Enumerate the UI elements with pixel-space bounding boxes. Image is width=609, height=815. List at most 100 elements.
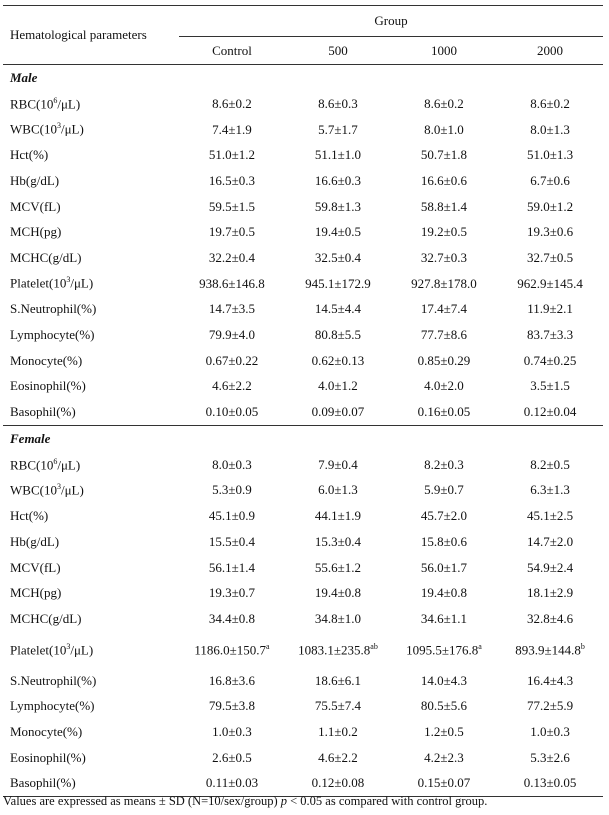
value: 15.5±0.4	[208, 533, 256, 549]
parameter: Hb(g/dL)	[10, 533, 60, 549]
value: 6.0±1.3	[318, 482, 358, 498]
value: 8.0±1.3	[530, 121, 570, 137]
parameter-part: Platelet(10	[10, 641, 67, 657]
value: 4.6±2.2	[212, 378, 252, 394]
value: 0.13±0.05	[497, 770, 604, 798]
value: 34.8±1.0	[314, 610, 362, 626]
value-part: a	[478, 641, 482, 651]
value: 56.0±1.7	[420, 559, 468, 575]
value: 19.2±0.5	[420, 224, 468, 240]
data-row: Basophil(%) 0.11±0.03 0.12±0.08 0.15±0.07 0.…	[3, 770, 604, 798]
parameter: Basophil(%)	[3, 770, 179, 798]
value-part: 1095.5±176.8	[406, 641, 479, 657]
value: 0.11±0.03	[179, 770, 285, 798]
value: 77.2±5.9	[526, 698, 574, 714]
data-row: MCH(pg) 19.3±0.7 19.4±0.8 19.4±0.8 18.1±2.9	[3, 580, 603, 606]
parameter: S.Neutrophil(%)	[10, 301, 97, 317]
data-row: MCV(fL) 56.1±1.4 55.6±1.2 56.0±1.7 54.9±2.4	[3, 555, 603, 581]
parameter-part: /μL)	[57, 456, 81, 472]
value: 4.2±2.3	[424, 749, 464, 765]
value: 927.8±178.0	[411, 275, 477, 291]
value: 1186.0±150.7a	[179, 632, 285, 668]
value-part: ab	[370, 641, 378, 651]
parameter-part: 3	[66, 275, 71, 285]
data-table: Hematological parameters Group Control 500 1…	[3, 5, 604, 798]
data-row: MCHC(g/dL) 32.2±0.4 32.5±0.4 32.7±0.3 32.7±0…	[3, 245, 603, 271]
value: 19.3±0.6	[526, 224, 574, 240]
value: 17.4±7.4	[420, 301, 468, 317]
value: 15.3±0.4	[314, 533, 362, 549]
parameter: MCHC(g/dL)	[10, 249, 82, 265]
value: 8.6±0.2	[212, 95, 252, 111]
section-label: Male	[10, 70, 38, 85]
value: 16.6±0.3	[314, 172, 362, 188]
parameter-part: /μL)	[60, 482, 84, 498]
value: 34.6±1.1	[420, 610, 468, 626]
column-header: 1000	[391, 36, 497, 65]
parameter: Hct(%)	[10, 147, 49, 163]
parameter: Basophil(%)	[3, 399, 179, 426]
value: 45.1±0.9	[208, 508, 256, 524]
data-row: MCHC(g/dL) 34.4±0.8 34.8±1.0 34.6±1.1 32.8±4…	[3, 606, 603, 632]
section-label: Female	[10, 430, 51, 446]
value: 1095.5±176.8a	[391, 632, 497, 668]
value: 58.8±1.4	[420, 198, 468, 214]
data-row: Lymphocyte(%) 79.5±3.8 75.5±7.4 80.5±5.6 77.…	[3, 693, 603, 719]
parameter-part: 3	[56, 121, 61, 131]
parameter: Lymphocyte(%)	[10, 327, 95, 343]
parameter: Hb(g/dL)	[10, 172, 60, 188]
value: 8.6±0.2	[530, 95, 570, 111]
value: 45.1±2.5	[526, 508, 574, 524]
header-row: Hematological parameters Group	[3, 5, 604, 65]
value: 11.9±2.1	[527, 301, 573, 317]
value: 16.4±4.3	[526, 672, 574, 688]
data-row: Hb(g/dL) 16.5±0.3 16.6±0.3 16.6±0.6 6.7±0.6	[3, 168, 603, 194]
parameter: S.Neutrophil(%)	[10, 672, 97, 688]
value: 0.62±0.13	[311, 352, 365, 368]
footnote-part: Values are expressed as means ± SD (N=10…	[3, 794, 281, 808]
parameter-part: 6	[53, 456, 58, 466]
parameter: Lymphocyte(%)	[10, 698, 95, 714]
data-row: RBC(106/μL) 8.6±0.2 8.6±0.3 8.6±0.2 8.6±0.2	[3, 91, 603, 117]
value-part: a	[266, 641, 270, 651]
value-part: 893.9±144.8	[515, 641, 581, 657]
value: 19.4±0.8	[314, 585, 362, 601]
value: 0.16±0.05	[391, 399, 497, 426]
column-header: Control	[179, 36, 285, 65]
value-part: 1083.1±235.8	[298, 641, 371, 657]
value: 8.2±0.3	[424, 456, 464, 472]
value: 80.5±5.6	[420, 698, 468, 714]
value: 893.9±144.8b	[497, 632, 603, 668]
data-row: S.Neutrophil(%) 16.8±3.6 18.6±6.1 14.0±4.3 1…	[3, 668, 603, 694]
value: 7.4±1.9	[212, 121, 252, 137]
value: 50.7±1.8	[420, 147, 468, 163]
value: 8.0±1.0	[424, 121, 464, 137]
value: 8.6±0.3	[318, 95, 358, 111]
value: 45.7±2.0	[420, 508, 468, 524]
parameter: Platelet(103/μL)	[3, 632, 179, 668]
footnote: Values are expressed as means ± SD (N=10…	[3, 794, 487, 809]
data-row: Monocyte(%) 0.67±0.22 0.62±0.13 0.85±0.29 0.…	[3, 348, 603, 374]
parameter-part: RBC(10	[10, 456, 54, 472]
data-row: MCV(fL) 59.5±1.5 59.8±1.3 58.8±1.4 59.0±1.2	[3, 194, 603, 220]
value: 16.8±3.6	[208, 672, 256, 688]
parameter: Monocyte(%)	[10, 723, 83, 739]
value: 0.10±0.05	[179, 399, 285, 426]
value: 0.74±0.25	[523, 352, 577, 368]
value: 59.5±1.5	[208, 198, 256, 214]
value: 0.85±0.29	[417, 352, 471, 368]
value: 51.0±1.3	[526, 147, 574, 163]
data-row: Monocyte(%) 1.0±0.3 1.1±0.2 1.2±0.5 1.0±0.3	[3, 719, 603, 745]
value: 32.5±0.4	[314, 249, 362, 265]
value: 0.12±0.08	[285, 770, 391, 798]
parameter-part: /μL)	[70, 641, 94, 657]
value: 32.7±0.3	[420, 249, 468, 265]
value: 59.0±1.2	[526, 198, 574, 214]
value: 1.2±0.5	[424, 723, 464, 739]
data-row: Hct(%) 45.1±0.9 44.1±1.9 45.7±2.0 45.1±2.5	[3, 503, 603, 529]
data-row: Platelet(103/μL) 938.6±146.8 945.1±172.9 92…	[3, 271, 603, 297]
section-row: Female	[3, 425, 603, 452]
value: 8.2±0.5	[530, 456, 570, 472]
footnote-part: < 0.05 as compared with control group.	[286, 794, 488, 808]
value: 16.6±0.6	[420, 172, 468, 188]
